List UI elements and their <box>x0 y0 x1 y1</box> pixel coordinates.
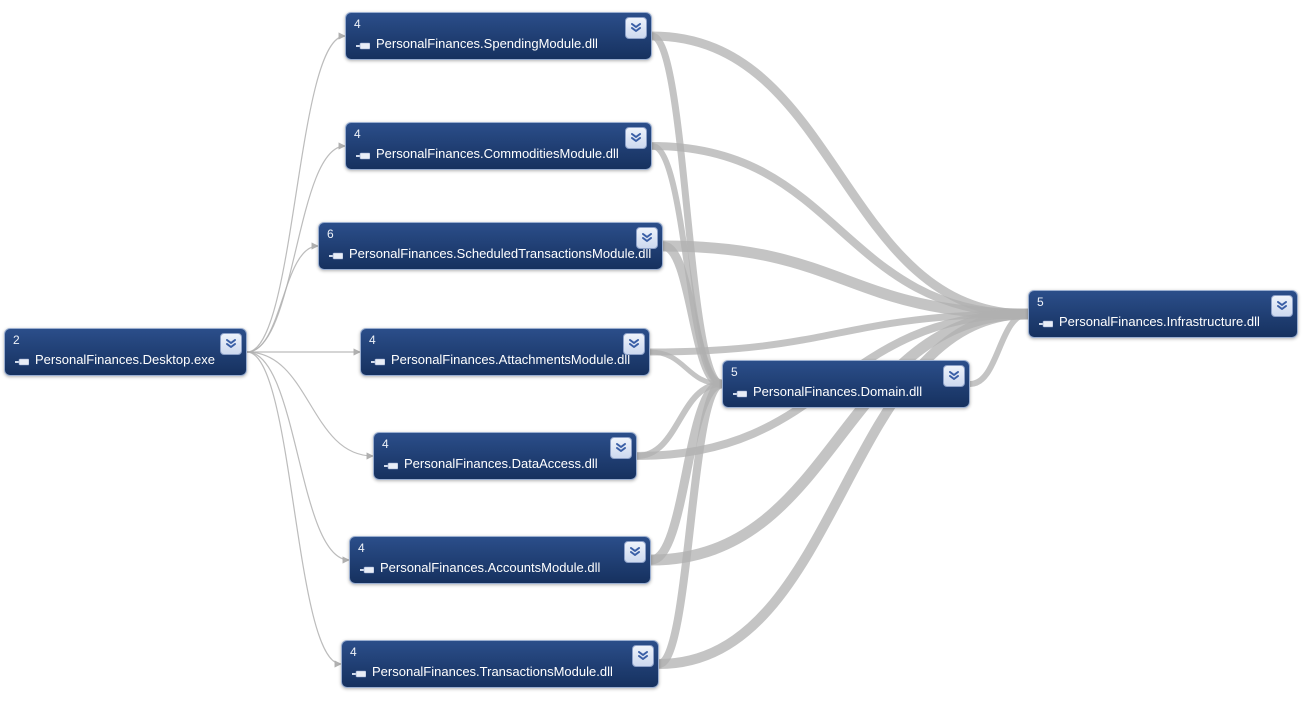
dependency-edge <box>637 384 722 456</box>
node-count: 4 <box>358 541 365 555</box>
expand-button[interactable] <box>636 227 658 249</box>
assembly-node-dataacc[interactable]: 4 PersonalFinances.DataAccess.dll <box>373 432 637 480</box>
dependency-edge <box>247 352 349 560</box>
dependency-edge <box>663 246 722 384</box>
assembly-icon <box>15 355 29 365</box>
expand-button[interactable] <box>625 127 647 149</box>
dependency-edge <box>247 352 341 664</box>
node-label: PersonalFinances.ScheduledTransactionsMo… <box>349 246 651 261</box>
dependency-graph-canvas: 2 PersonalFinances.Desktop.exe 4 PersonalFi… <box>0 0 1302 702</box>
dependency-edge <box>652 36 1028 314</box>
assembly-icon <box>356 149 370 159</box>
node-count: 4 <box>350 645 357 659</box>
assembly-icon <box>352 667 366 677</box>
node-count: 4 <box>382 437 389 451</box>
assembly-node-infra[interactable]: 5 PersonalFinances.Infrastructure.dll <box>1028 290 1298 338</box>
node-count: 5 <box>731 365 738 379</box>
node-count: 4 <box>354 17 361 31</box>
node-label: PersonalFinances.AccountsModule.dll <box>380 560 600 575</box>
chevron-down-icon <box>641 232 653 244</box>
chevron-down-icon <box>637 650 649 662</box>
assembly-icon <box>371 355 385 365</box>
node-label: PersonalFinances.SpendingModule.dll <box>376 36 598 51</box>
chevron-down-icon <box>630 132 642 144</box>
dependency-edge <box>650 352 722 384</box>
assembly-node-spending[interactable]: 4 PersonalFinances.SpendingModule.dll <box>345 12 652 60</box>
node-label: PersonalFinances.Desktop.exe <box>35 352 215 367</box>
dependency-edge <box>651 314 1028 560</box>
dependency-edge <box>663 246 1028 314</box>
dependency-edge <box>970 314 1028 384</box>
node-label: PersonalFinances.Domain.dll <box>753 384 922 399</box>
dependency-edge <box>651 384 722 560</box>
assembly-icon <box>733 387 747 397</box>
node-count: 4 <box>369 333 376 347</box>
chevron-down-icon <box>629 546 641 558</box>
expand-button[interactable] <box>624 541 646 563</box>
dependency-edge <box>652 36 722 384</box>
chevron-down-icon <box>630 22 642 34</box>
node-label: PersonalFinances.DataAccess.dll <box>404 456 598 471</box>
node-count: 4 <box>354 127 361 141</box>
chevron-down-icon <box>225 338 237 350</box>
assembly-icon <box>360 563 374 573</box>
expand-button[interactable] <box>610 437 632 459</box>
dependency-edge <box>650 314 1028 352</box>
assembly-node-accounts[interactable]: 4 PersonalFinances.AccountsModule.dll <box>349 536 651 584</box>
node-count: 2 <box>13 333 20 347</box>
expand-button[interactable] <box>220 333 242 355</box>
chevron-down-icon <box>628 338 640 350</box>
node-label: PersonalFinances.CommoditiesModule.dll <box>376 146 619 161</box>
assembly-icon <box>384 459 398 469</box>
expand-button[interactable] <box>625 17 647 39</box>
assembly-icon <box>1039 317 1053 327</box>
node-label: PersonalFinances.AttachmentsModule.dll <box>391 352 630 367</box>
assembly-icon <box>356 39 370 49</box>
expand-button[interactable] <box>623 333 645 355</box>
expand-button[interactable] <box>943 365 965 387</box>
node-count: 6 <box>327 227 334 241</box>
dependency-edge <box>247 352 373 456</box>
dependency-edge <box>652 146 1028 314</box>
node-count: 5 <box>1037 295 1044 309</box>
expand-button[interactable] <box>1271 295 1293 317</box>
expand-button[interactable] <box>632 645 654 667</box>
assembly-node-domain[interactable]: 5 PersonalFinances.Domain.dll <box>722 360 970 408</box>
dependency-edge <box>659 384 722 664</box>
node-label: PersonalFinances.TransactionsModule.dll <box>372 664 613 679</box>
chevron-down-icon <box>948 370 960 382</box>
dependency-edge <box>247 246 318 352</box>
dependency-edge <box>247 36 345 352</box>
assembly-node-commod[interactable]: 4 PersonalFinances.CommoditiesModule.dll <box>345 122 652 170</box>
assembly-node-trans[interactable]: 4 PersonalFinances.TransactionsModule.dll <box>341 640 659 688</box>
node-label: PersonalFinances.Infrastructure.dll <box>1059 314 1260 329</box>
assembly-node-desktop[interactable]: 2 PersonalFinances.Desktop.exe <box>4 328 247 376</box>
assembly-node-attach[interactable]: 4 PersonalFinances.AttachmentsModule.dll <box>360 328 650 376</box>
chevron-down-icon <box>1276 300 1288 312</box>
assembly-icon <box>329 249 343 259</box>
assembly-node-sched[interactable]: 6 PersonalFinances.ScheduledTransactionsM… <box>318 222 663 270</box>
chevron-down-icon <box>615 442 627 454</box>
